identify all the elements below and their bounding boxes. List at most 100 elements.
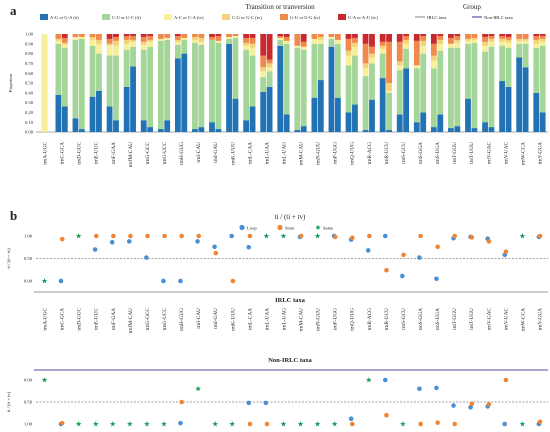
bar-segment (198, 127, 205, 132)
x-tick-label: trnI-CAU (196, 308, 202, 329)
bar-segment (454, 34, 461, 36)
bar-segment (362, 68, 369, 77)
bar-segment (164, 37, 171, 40)
bar-segment (448, 37, 454, 44)
bar-segment (78, 129, 85, 132)
bar-segment (113, 34, 119, 37)
bar-segment (72, 34, 79, 37)
bar-segment (386, 41, 392, 83)
point-loop (382, 233, 388, 239)
point-stem (537, 419, 543, 425)
y-tick-label: 0.50 (24, 256, 33, 261)
bar-segment (209, 39, 215, 123)
bar-segment (386, 130, 392, 132)
bar-segment (369, 46, 375, 54)
bar-segment (140, 120, 147, 132)
point-loop (434, 276, 439, 282)
bar-segment (174, 34, 181, 36)
bar-segment (249, 43, 256, 48)
bar-segment (465, 38, 471, 41)
x-tick-label: trnV-GAC (486, 308, 492, 331)
bar-segment (96, 90, 102, 132)
bar-segment (260, 91, 267, 132)
x-tick-label: trnS-UGA (435, 308, 441, 330)
bar-segment (61, 44, 68, 48)
group-legend: IRLC taxa Non-IRLC taxa (415, 15, 513, 20)
bar-segment (488, 46, 495, 128)
point-loop (161, 278, 166, 284)
bar-segment (215, 40, 222, 43)
point-loop (195, 239, 200, 244)
bar-segment (55, 34, 62, 39)
bar-segment (448, 34, 454, 38)
bar-segment (130, 41, 136, 47)
bar-segment (300, 46, 307, 50)
bar-segment (430, 127, 437, 132)
legend-label: U-A or A-U (tv) (348, 15, 378, 20)
x-tick-label: trnY-GUA (537, 142, 543, 165)
y-tick-label: 1.00 (24, 234, 33, 239)
legend-swatch (164, 14, 172, 20)
bar-segment (420, 34, 427, 36)
bar-segment (403, 43, 410, 49)
bar-segment (516, 43, 523, 58)
bar-segment (448, 128, 454, 132)
bar-segment (140, 36, 147, 42)
x-tick-label: trnS-GGA (418, 142, 424, 164)
x-tick-label: trnD-GUC (77, 308, 83, 331)
bar-segment (482, 34, 488, 37)
bar-segment (140, 44, 147, 50)
bar-segment (123, 39, 130, 44)
group-legend-label: IRLC taxa (427, 15, 446, 20)
bar-segment (283, 34, 290, 37)
bar-segment (164, 39, 171, 121)
bar-segment (266, 59, 273, 64)
bar-segment (215, 129, 222, 132)
bar-segment (55, 38, 62, 41)
bar-segment (55, 43, 62, 95)
y-tick-label: 0.60 (25, 71, 34, 76)
bar-segment (89, 45, 96, 97)
bar-segment (345, 112, 352, 132)
bar-segment (352, 46, 358, 56)
bar-segment (482, 41, 488, 46)
bar-segment (260, 71, 267, 78)
x-tick-label: trnI-GAU (213, 142, 219, 163)
bar-segment (61, 34, 68, 38)
bar-segment (266, 71, 273, 87)
x-tick-label: trnW-CCA (520, 308, 526, 331)
bar-segment (140, 41, 147, 45)
legend-swatch (280, 14, 288, 20)
x-tick-label: trnL-UAA (264, 308, 270, 331)
non-irlc-scatter: trnA-UGC trnC-GCA trnD-GUC trnE-UUC trnF-GAA… (6, 308, 548, 427)
point-loop (58, 278, 64, 284)
point-stem (230, 278, 236, 284)
point-same (297, 421, 304, 427)
bar-segment (209, 34, 215, 37)
x-tick-label: trnA-UGC (43, 142, 49, 165)
bar-segment (488, 41, 495, 47)
bar-segment (533, 92, 540, 132)
bar-segment (533, 43, 540, 48)
bar-segment (420, 45, 427, 54)
bar-segment (260, 55, 267, 68)
bar-segment (300, 126, 307, 132)
bar-segment (471, 128, 478, 132)
x-tick-label: trnD-GUC (77, 142, 83, 165)
bar-segment (157, 34, 164, 39)
bar-segment (215, 42, 222, 130)
bar-segment (174, 58, 181, 132)
y-tick-label: 0.30 (25, 100, 34, 105)
bar-segment (420, 40, 427, 46)
bar-segment (249, 37, 256, 44)
bar-segment (113, 36, 119, 41)
x-tick-label: trnS-GGA (418, 308, 424, 330)
bar-segment (539, 38, 546, 42)
y-tick-label: 0.80 (25, 51, 34, 56)
bar-segment (106, 45, 113, 56)
x-tick-label: trnL-UAG (281, 308, 287, 331)
x-tick-label: trnG-UCC (162, 142, 168, 165)
bar-segment (277, 34, 284, 36)
panel-b-letter: b (10, 208, 17, 223)
